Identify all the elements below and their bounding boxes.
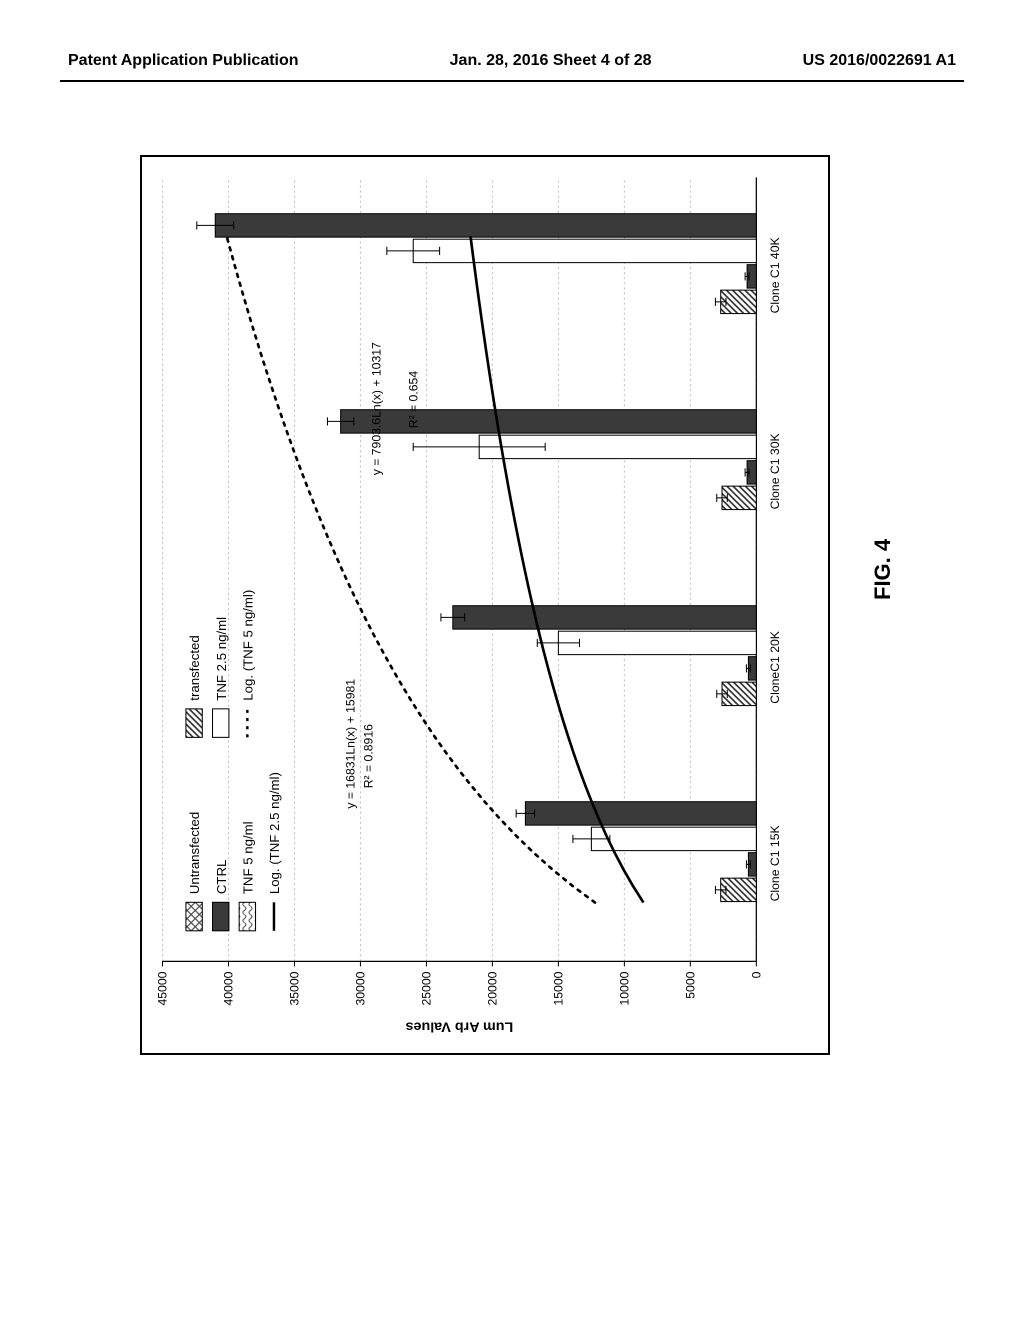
svg-text:y = 16831Ln(x) + 15981: y = 16831Ln(x) + 15981 <box>343 679 357 809</box>
svg-text:CloneC1 20K: CloneC1 20K <box>768 630 782 703</box>
svg-text:R² = 0.654: R² = 0.654 <box>407 371 421 429</box>
header-rule <box>60 80 964 82</box>
svg-text:Untransfected: Untransfected <box>187 812 202 894</box>
page-header: Patent Application Publication Jan. 28, … <box>0 52 1024 70</box>
figure-chart: 0 5000 10000 15000 20000 25000 30000 35000 40000… <box>142 157 828 1053</box>
svg-text:y = 7903.6Ln(x) + 10317: y = 7903.6Ln(x) + 10317 <box>370 342 384 475</box>
svg-text:Clone C1 30K: Clone C1 30K <box>768 433 782 510</box>
svg-text:Clone C1 40K: Clone C1 40K <box>768 237 782 314</box>
header-left: Patent Application Publication <box>68 52 299 70</box>
svg-text:transfected: transfected <box>187 635 202 700</box>
svg-text:Log. (TNF 2.5 ng/ml): Log. (TNF 2.5 ng/ml) <box>267 772 282 894</box>
svg-text:Log. (TNF 5 ng/ml): Log. (TNF 5 ng/ml) <box>240 590 255 701</box>
svg-text:0: 0 <box>749 971 763 978</box>
svg-text:20000: 20000 <box>485 971 499 1005</box>
svg-text:25000: 25000 <box>419 971 433 1005</box>
header-center: Jan. 28, 2016 Sheet 4 of 28 <box>450 52 652 70</box>
header-right: US 2016/0022691 A1 <box>803 52 956 70</box>
svg-text:CTRL: CTRL <box>214 860 229 895</box>
svg-text:Lum Arb Values: Lum Arb Values <box>405 1018 513 1034</box>
figure-label: FIG. 4 <box>870 539 896 600</box>
figure-frame: 0 5000 10000 15000 20000 25000 30000 35000 40000… <box>140 155 830 1055</box>
svg-text:35000: 35000 <box>288 971 302 1005</box>
svg-text:15000: 15000 <box>551 971 565 1005</box>
svg-text:10000: 10000 <box>617 971 631 1005</box>
svg-text:5000: 5000 <box>683 971 697 998</box>
svg-text:45000: 45000 <box>156 971 170 1005</box>
svg-text:TNF 2.5 ng/ml: TNF 2.5 ng/ml <box>214 617 229 701</box>
svg-text:Clone C1 15K: Clone C1 15K <box>768 825 782 902</box>
svg-text:R² = 0.8916: R² = 0.8916 <box>362 724 376 788</box>
svg-text:TNF 5 ng/ml: TNF 5 ng/ml <box>240 821 255 894</box>
svg-text:30000: 30000 <box>353 971 367 1005</box>
svg-text:40000: 40000 <box>222 971 236 1005</box>
